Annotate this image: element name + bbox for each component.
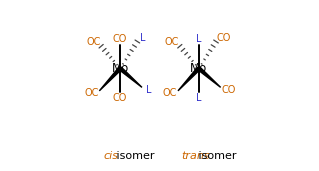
Text: isomer: isomer	[195, 151, 236, 161]
Text: OC: OC	[165, 37, 179, 47]
Text: Mo: Mo	[112, 62, 129, 75]
Text: trans: trans	[182, 151, 210, 161]
Text: cis: cis	[103, 151, 118, 161]
Polygon shape	[178, 67, 200, 91]
Text: isomer: isomer	[113, 151, 154, 161]
Text: L: L	[140, 33, 146, 43]
Text: L: L	[196, 34, 202, 44]
Text: CO: CO	[113, 34, 127, 44]
Text: L: L	[146, 84, 151, 95]
Polygon shape	[99, 67, 122, 91]
Text: OC: OC	[84, 88, 99, 98]
Text: OC: OC	[86, 37, 100, 47]
Text: L: L	[196, 93, 202, 103]
Text: Mo: Mo	[190, 62, 207, 75]
Text: CO: CO	[221, 84, 236, 95]
Polygon shape	[198, 67, 221, 87]
Text: CO: CO	[113, 93, 127, 103]
Text: CO: CO	[216, 33, 230, 43]
Text: OC: OC	[163, 88, 177, 98]
Polygon shape	[119, 67, 142, 87]
